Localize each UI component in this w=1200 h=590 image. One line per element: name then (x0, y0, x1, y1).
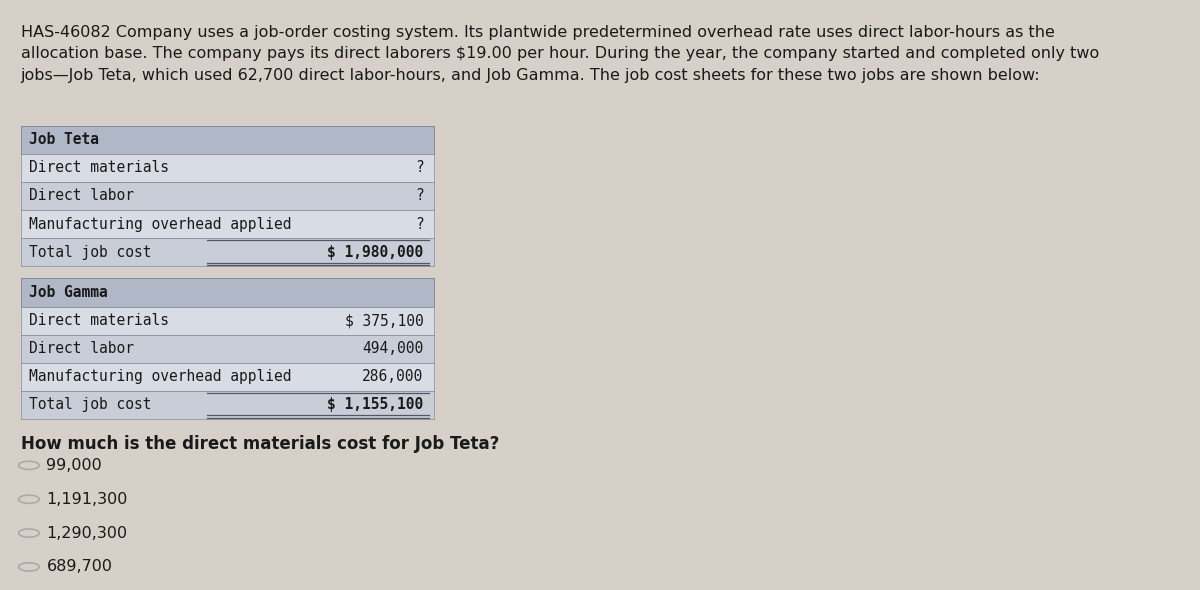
Text: Total job cost: Total job cost (29, 245, 151, 260)
Text: 1,290,300: 1,290,300 (47, 526, 127, 540)
Text: $ 1,155,100: $ 1,155,100 (328, 397, 424, 412)
Text: Direct labor: Direct labor (29, 341, 134, 356)
Text: Direct materials: Direct materials (29, 160, 169, 175)
Text: How much is the direct materials cost for Job Teta?: How much is the direct materials cost fo… (20, 435, 499, 453)
Text: ?: ? (415, 188, 424, 204)
FancyBboxPatch shape (20, 335, 434, 363)
Text: $ 1,980,000: $ 1,980,000 (328, 245, 424, 260)
FancyBboxPatch shape (20, 391, 434, 419)
FancyBboxPatch shape (20, 238, 434, 266)
FancyBboxPatch shape (20, 154, 434, 182)
Text: Job Teta: Job Teta (29, 132, 98, 148)
Text: Total job cost: Total job cost (29, 397, 151, 412)
Text: Direct labor: Direct labor (29, 188, 134, 204)
FancyBboxPatch shape (20, 126, 434, 154)
Text: ?: ? (415, 160, 424, 175)
Text: Manufacturing overhead applied: Manufacturing overhead applied (29, 217, 292, 231)
Text: Manufacturing overhead applied: Manufacturing overhead applied (29, 369, 292, 384)
FancyBboxPatch shape (20, 307, 434, 335)
Text: 689,700: 689,700 (47, 559, 113, 575)
Text: Job Gamma: Job Gamma (29, 285, 108, 300)
Text: 494,000: 494,000 (362, 341, 424, 356)
FancyBboxPatch shape (20, 182, 434, 210)
Text: ?: ? (415, 217, 424, 231)
Text: 286,000: 286,000 (362, 369, 424, 384)
Text: Direct materials: Direct materials (29, 313, 169, 328)
FancyBboxPatch shape (20, 210, 434, 238)
Text: 99,000: 99,000 (47, 458, 102, 473)
FancyBboxPatch shape (20, 363, 434, 391)
Text: HAS-46082 Company uses a job-order costing system. Its plantwide predetermined o: HAS-46082 Company uses a job-order costi… (20, 25, 1099, 83)
Text: 1,191,300: 1,191,300 (47, 491, 128, 507)
FancyBboxPatch shape (20, 278, 434, 307)
Text: $ 375,100: $ 375,100 (344, 313, 424, 328)
